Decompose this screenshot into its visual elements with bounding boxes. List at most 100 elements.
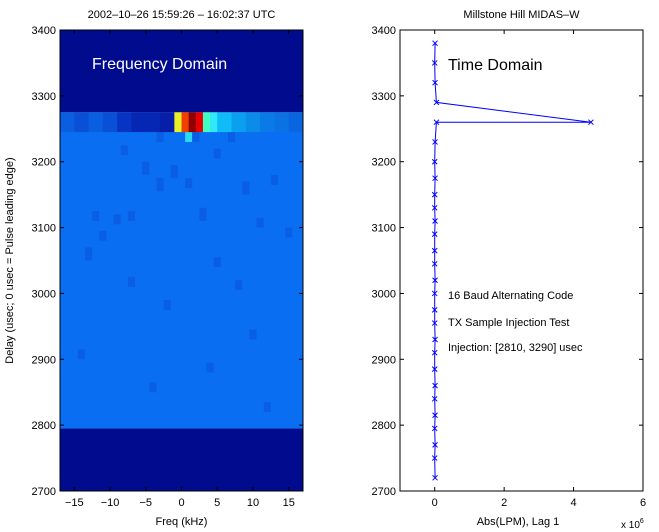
heatmap-cell [202, 112, 211, 133]
heatmap-cell [102, 112, 118, 133]
data-point [432, 218, 438, 224]
marker-stroke [431, 320, 438, 326]
data-point [432, 336, 438, 343]
marker-stroke [433, 119, 440, 126]
note-injection-test: TX Sample Injection Test [448, 317, 569, 329]
line-plot-title: Millstone Hill MIDAS–W [463, 9, 580, 21]
marker-stroke [431, 349, 438, 356]
heatmap-cell [188, 112, 197, 133]
y-tick-label: 3100 [372, 223, 396, 235]
heatmap-band [60, 428, 303, 491]
heatmap-x-axis-label: Freq (kHz) [156, 516, 208, 528]
data-point [431, 320, 438, 326]
marker-stroke [432, 79, 438, 86]
data-point [431, 260, 438, 267]
heatmap-cell [263, 402, 271, 412]
data-point [432, 79, 438, 86]
y-tick-label: 3300 [32, 91, 56, 103]
heatmap-cell [113, 214, 121, 225]
heatmap-cell [149, 382, 157, 393]
y-tick-label: 2800 [372, 420, 396, 432]
time-domain-annotation: Time Domain [448, 57, 543, 74]
heatmap-cell [85, 247, 93, 261]
x-axis-multiplier-base: x 10 [621, 520, 640, 531]
heatmap-cell [274, 112, 290, 133]
heatmap-cell [210, 112, 218, 133]
data-point [433, 99, 440, 106]
y-tick-label: 2700 [372, 486, 396, 498]
marker-stroke [432, 218, 438, 224]
x-tick-label: 2 [501, 497, 507, 509]
data-point [431, 307, 438, 313]
data-point [431, 158, 438, 165]
data-point [431, 425, 438, 432]
x-tick-label: 15 [283, 497, 295, 509]
heatmap-cell [127, 276, 136, 287]
heatmap-cell [127, 211, 136, 221]
marker-stroke [432, 277, 438, 284]
x-tick-label: −15 [65, 497, 84, 509]
x-tick-label: 5 [214, 497, 220, 509]
heatmap-cell [163, 300, 171, 310]
x-tick-label: 4 [571, 497, 577, 509]
marker-stroke [432, 442, 438, 448]
marker-stroke [431, 231, 438, 238]
heatmap-cell [199, 207, 207, 221]
marker-stroke [431, 60, 438, 66]
x-tick-label: 0 [432, 497, 438, 509]
y-tick-label: 3300 [372, 91, 396, 103]
y-tick-label: 3000 [372, 288, 396, 300]
x-tick-label: 6 [640, 497, 646, 509]
y-tick-label: 2700 [32, 486, 56, 498]
y-tick-label: 2800 [32, 420, 56, 432]
line-plot-background [400, 30, 643, 491]
marker-stroke [433, 99, 440, 106]
data-point [432, 139, 438, 145]
data-point [431, 395, 438, 402]
heatmap-cell [213, 257, 221, 268]
data-point [431, 191, 438, 198]
time-domain-panel: 0 2 4 6 2700 2800 2900 3000 3100 3200 3300 3400 Mi… [372, 9, 647, 531]
heatmap-cell [213, 148, 221, 159]
heatmap-cell [249, 329, 257, 340]
marker-stroke [431, 247, 438, 254]
heatmap-cell [181, 112, 189, 133]
data-point [431, 231, 438, 238]
line-plot-frame [399, 29, 644, 492]
marker-stroke [588, 119, 594, 126]
data-point [432, 175, 438, 182]
x-axis-multiplier-exponent: 6 [640, 518, 644, 525]
heatmap-x-ticks: −15 −10 −5 0 5 10 15 [65, 30, 295, 509]
y-tick-label: 3200 [32, 157, 56, 169]
data-point [433, 119, 440, 126]
y-tick-label: 2900 [32, 354, 56, 366]
heatmap-cell [195, 112, 204, 133]
x-tick-label: −5 [139, 497, 152, 509]
marker-stroke [431, 290, 438, 297]
data-point [431, 366, 438, 373]
heatmap-cell [170, 165, 178, 179]
marker-stroke [432, 474, 438, 481]
x-axis-multiplier: x 106 [621, 518, 644, 531]
heatmap-cells [60, 30, 304, 491]
heatmap-cell [192, 132, 200, 142]
note-injection-range: Injection: [2810, 3290] usec [448, 342, 583, 354]
heatmap-cell [206, 362, 214, 373]
data-point [431, 247, 438, 254]
heatmap-cell [270, 174, 278, 185]
series-markers [431, 40, 594, 481]
y-tick-label: 3000 [32, 288, 56, 300]
heatmap-cell [174, 112, 182, 133]
heatmap-cell [245, 112, 261, 133]
heatmap-cell [60, 112, 75, 133]
heatmap-cell [235, 280, 243, 291]
heatmap-cell [260, 112, 275, 133]
marker-stroke [431, 158, 438, 165]
heatmap-cell [156, 132, 164, 142]
marker-stroke [431, 425, 438, 432]
marker-stroke [431, 204, 438, 211]
frequency-domain-panel: −15 −10 −5 0 5 10 15 2700 2800 2900 3000 3100 3200 3… [4, 9, 304, 528]
line-plot-x-axis-label: Abs(LPM), Lag 1 [477, 516, 560, 528]
marker-stroke [432, 412, 438, 419]
data-point [588, 119, 594, 126]
